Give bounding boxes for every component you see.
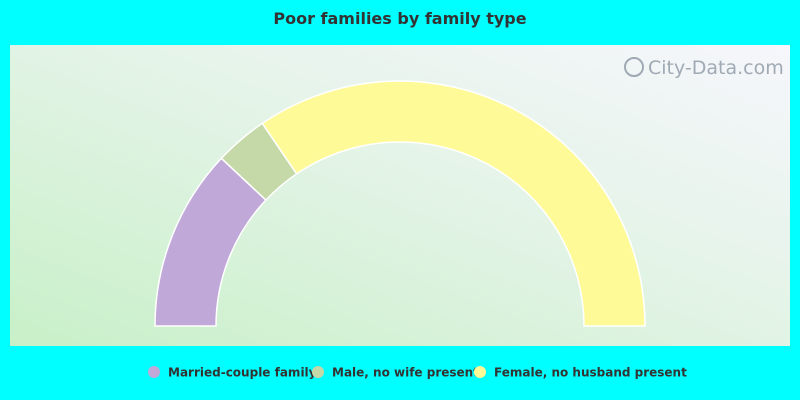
arc-segment: [261, 80, 646, 327]
legend-label: Female, no husband present: [494, 366, 687, 380]
legend-swatch: [474, 366, 486, 378]
watermark-text: City-Data.com: [648, 57, 784, 79]
legend-swatch: [312, 366, 324, 378]
chart-title: Poor families by family type: [273, 9, 526, 28]
legend-label: Married-couple family: [168, 366, 317, 380]
legend-swatch: [148, 366, 160, 378]
legend: Married-couple family Male, no wife prese…: [148, 366, 687, 380]
watermark-icon: [624, 57, 644, 77]
legend-label: Male, no wife present: [332, 366, 479, 380]
watermark: City-Data.com: [624, 57, 784, 79]
arcs: [154, 80, 646, 327]
